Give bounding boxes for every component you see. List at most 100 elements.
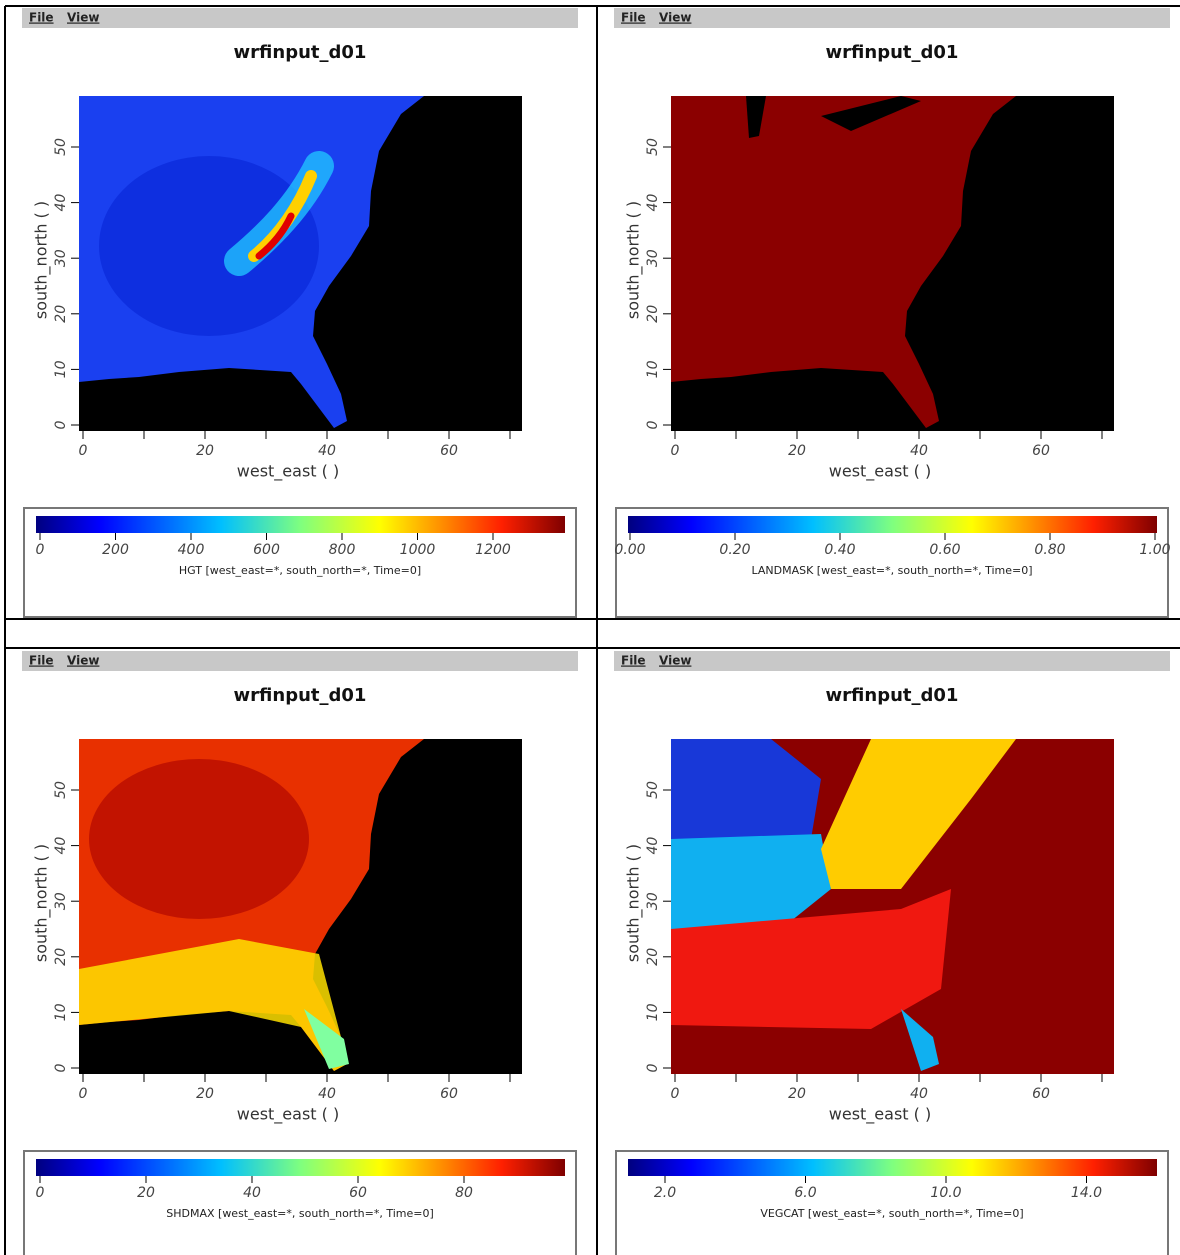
colorbar-label: 0.00: [614, 542, 645, 558]
x-tick-label: 60: [440, 443, 458, 459]
class-d: [671, 889, 951, 1029]
colorbar-label: 20: [137, 1185, 155, 1201]
colorbar-label: 40: [243, 1185, 261, 1201]
x-tick-label: 40: [910, 443, 928, 459]
y-tick-label: 50: [53, 781, 69, 799]
raster: [79, 739, 522, 1074]
menu-item[interactable]: View: [67, 11, 99, 25]
x-axis-label: west_east ( ): [829, 1105, 931, 1125]
menu-item[interactable]: View: [67, 654, 99, 668]
y-tick-label: 40: [53, 194, 69, 212]
x-tick-label: 0: [671, 443, 680, 459]
y-tick-label: 20: [645, 948, 661, 966]
y-tick-label: 0: [53, 1063, 69, 1072]
colorbar-label: 400: [178, 542, 205, 558]
y-tick-label: 0: [645, 420, 661, 429]
menu-item[interactable]: File: [621, 11, 646, 25]
y-tick-label: 10: [645, 1003, 661, 1021]
y-tick-label: 30: [645, 892, 661, 910]
plot-title: wrfinput_d01: [826, 42, 959, 63]
colorbar-label: 1200: [475, 542, 511, 558]
menu-item[interactable]: File: [621, 654, 646, 668]
colorbar: [36, 1159, 565, 1176]
colorbar-box: [23, 507, 577, 618]
x-tick-label: 20: [788, 1086, 806, 1102]
class-b: [671, 834, 831, 929]
x-axis-label: west_east ( ): [237, 1105, 339, 1125]
y-tick-label: 0: [645, 1063, 661, 1072]
class-e: [901, 1009, 939, 1071]
lake: [746, 96, 766, 138]
colorbar: [36, 516, 565, 533]
colorbar-caption: VEGCAT [west_east=*, south_north=*, Time…: [760, 1207, 1023, 1220]
y-tick-label: 10: [645, 360, 661, 378]
class-a: [671, 739, 821, 849]
x-tick-label: 60: [1032, 443, 1050, 459]
y-tick-label: 50: [645, 781, 661, 799]
x-tick-label: 20: [788, 443, 806, 459]
colorbar-label: 1000: [400, 542, 436, 558]
y-axis-label: south_north ( ): [624, 844, 644, 962]
menu-item[interactable]: File: [29, 654, 54, 668]
land: [671, 96, 1016, 428]
x-tick-label: 60: [1032, 1086, 1050, 1102]
y-tick-label: 30: [53, 249, 69, 267]
x-tick-label: 0: [671, 1086, 680, 1102]
y-tick-label: 50: [645, 138, 661, 156]
plot-area: 0 20 40 60 0 10 20 30 40 50: [645, 96, 1114, 459]
colorbar-label: 1.00: [1139, 542, 1170, 558]
colorbar: [628, 516, 1157, 533]
plot-area: 0 20 40 60 0 10 20 30 40 50: [53, 96, 522, 459]
colorbar-box: [615, 507, 1169, 618]
y-axis-label: south_north ( ): [624, 201, 644, 319]
colorbar-box: [615, 1150, 1169, 1255]
colorbar-caption: LANDMASK [west_east=*, south_north=*, Ti…: [751, 564, 1032, 577]
x-tick-label: 0: [79, 1086, 88, 1102]
colorbar-label: 60: [349, 1185, 367, 1201]
x-axis-label: west_east ( ): [237, 462, 339, 482]
colorbar-label: 0: [36, 542, 45, 558]
y-tick-label: 20: [53, 948, 69, 966]
y-axis-label: south_north ( ): [32, 844, 52, 962]
y-tick-label: 40: [645, 837, 661, 855]
colorbar-label: 10.0: [930, 1185, 961, 1201]
y-tick-label: 10: [53, 360, 69, 378]
menu-item[interactable]: File: [29, 11, 54, 25]
plot-title: wrfinput_d01: [234, 42, 367, 63]
x-tick-label: 40: [910, 1086, 928, 1102]
colorbar-label: 0.40: [824, 542, 855, 558]
colorbar-label: 0.80: [1034, 542, 1065, 558]
menu-bar: [22, 8, 578, 28]
x-tick-label: 40: [318, 443, 336, 459]
menu-item[interactable]: View: [659, 11, 691, 25]
y-tick-label: 0: [53, 420, 69, 429]
y-tick-label: 20: [645, 305, 661, 323]
terrain: [99, 156, 319, 336]
x-axis-label: west_east ( ): [829, 462, 931, 482]
plot-area: 0 20 40 60 0 10 20 30 40 50: [53, 739, 522, 1102]
plot-area: 0 20 40 60 0 10 20 30 40 50: [645, 739, 1114, 1102]
menu-item[interactable]: View: [659, 654, 691, 668]
colorbar-label: 14.0: [1071, 1185, 1102, 1201]
colorbar-box: [23, 1150, 577, 1255]
y-tick-label: 40: [645, 194, 661, 212]
x-tick-label: 0: [79, 443, 88, 459]
menu-bar: [614, 8, 1170, 28]
x-tick-label: 20: [196, 1086, 214, 1102]
y-tick-label: 30: [53, 892, 69, 910]
y-tick-label: 10: [53, 1003, 69, 1021]
colorbar-label: 600: [253, 542, 280, 558]
sparse: [79, 939, 347, 1071]
colorbar-label: 6.0: [794, 1185, 816, 1201]
class-c: [821, 739, 1016, 889]
colorbar-label: 0: [36, 1185, 45, 1201]
colorbar-caption: HGT [west_east=*, south_north=*, Time=0]: [179, 564, 421, 577]
y-tick-label: 20: [53, 305, 69, 323]
sparse: [304, 1009, 349, 1069]
colorbar-label: 80: [455, 1185, 473, 1201]
y-axis-label: south_north ( ): [32, 201, 52, 319]
peak: [255, 212, 295, 260]
y-tick-label: 50: [53, 138, 69, 156]
